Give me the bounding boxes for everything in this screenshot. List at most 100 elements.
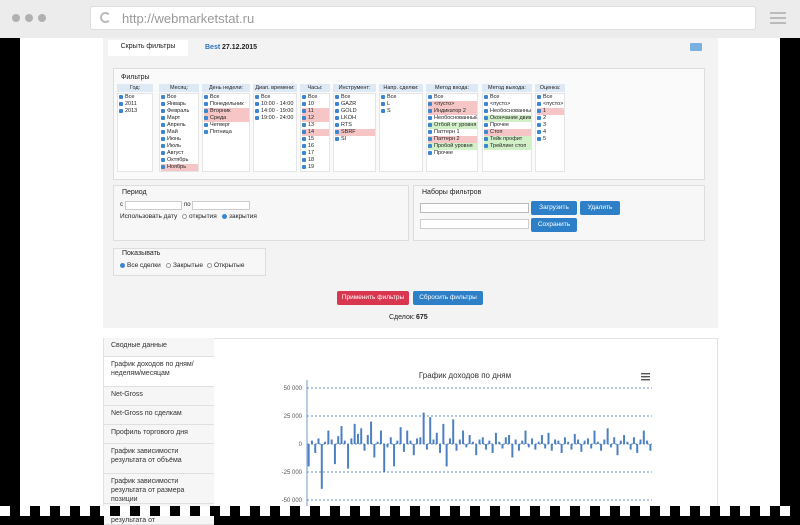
checkbox[interactable]	[335, 115, 339, 120]
menu-icon[interactable]	[770, 12, 786, 14]
checkbox[interactable]	[302, 108, 306, 113]
sets-select[interactable]	[420, 203, 529, 213]
hide-filters-tab[interactable]: Скрыть фильтры	[108, 40, 188, 56]
filter-item[interactable]: GOLD	[335, 108, 375, 115]
checkbox[interactable]	[302, 143, 306, 148]
filter-item[interactable]: Июль	[161, 143, 198, 150]
filter-item[interactable]: 16	[302, 143, 329, 150]
filter-item[interactable]: Все	[161, 94, 198, 101]
filter-item[interactable]: Окончание движения	[484, 115, 531, 122]
sidebar-item[interactable]: График доходов по дням/неделям/месяцам	[104, 357, 214, 387]
sidebar-item[interactable]: График зависимости результата от объёма	[104, 444, 214, 474]
filter-item[interactable]: 13	[302, 122, 329, 129]
radio[interactable]	[207, 262, 212, 268]
filter-item[interactable]: Все	[302, 94, 329, 101]
filter-item[interactable]: Август	[161, 150, 198, 157]
checkbox[interactable]	[161, 122, 165, 127]
filter-item[interactable]: Паттерн 1	[428, 129, 477, 136]
checkbox[interactable]	[335, 129, 339, 134]
closed-radio[interactable]: Закрытые	[166, 262, 203, 269]
filter-item[interactable]: Стоп	[484, 129, 531, 136]
checkbox[interactable]	[302, 122, 306, 127]
checkbox[interactable]	[302, 129, 306, 134]
checkbox[interactable]	[484, 94, 488, 99]
checkbox[interactable]	[537, 101, 541, 106]
checkbox[interactable]	[537, 122, 541, 127]
filter-item[interactable]: Пятница	[204, 129, 249, 136]
checkbox[interactable]	[335, 94, 339, 99]
filter-item[interactable]: Прочее	[428, 150, 477, 157]
filter-item[interactable]: Все	[204, 94, 249, 101]
filter-item[interactable]: Март	[161, 115, 198, 122]
checkbox[interactable]	[428, 94, 432, 99]
checkbox[interactable]	[302, 136, 306, 141]
checkbox[interactable]	[161, 115, 165, 120]
checkbox[interactable]	[302, 164, 306, 169]
checkbox[interactable]	[204, 108, 208, 113]
checkbox[interactable]	[428, 143, 432, 148]
checkbox[interactable]	[537, 136, 541, 141]
opened-radio[interactable]: Открытые	[207, 262, 244, 269]
address-bar[interactable]	[90, 6, 756, 30]
checkbox[interactable]	[204, 94, 208, 99]
filter-item[interactable]: Все	[484, 94, 531, 101]
filter-item[interactable]: Отбой от уровня	[428, 122, 477, 129]
apply-button[interactable]: Применить фильтры	[337, 291, 409, 305]
filter-item[interactable]: Октябрь	[161, 157, 198, 164]
filter-item[interactable]: Ноябрь	[161, 164, 198, 171]
checkbox[interactable]	[381, 101, 385, 106]
sidebar-item[interactable]: Сводные данные	[104, 338, 214, 357]
radio[interactable]	[120, 262, 125, 268]
checkbox[interactable]	[255, 101, 259, 106]
checkbox[interactable]	[428, 108, 432, 113]
filter-item[interactable]: 19:00 - 24:00	[255, 115, 296, 122]
filter-item[interactable]: 3	[537, 122, 564, 129]
filter-item[interactable]: SBRF	[335, 129, 375, 136]
range-button[interactable]: По месяцам	[474, 350, 511, 357]
radio[interactable]	[182, 213, 187, 219]
checkbox[interactable]	[335, 136, 339, 141]
checkbox[interactable]	[255, 94, 259, 99]
checkbox[interactable]	[484, 101, 488, 106]
range-button[interactable]: По дням	[376, 350, 402, 357]
filter-item[interactable]: 12	[302, 115, 329, 122]
delete-button[interactable]: Удалить	[580, 201, 620, 215]
filter-item[interactable]: 14:00 - 19:00	[255, 108, 296, 115]
checkbox[interactable]	[428, 129, 432, 134]
sidebar-item[interactable]: Net-Gross по сделкам	[104, 406, 214, 425]
filter-item[interactable]: 2011	[119, 101, 152, 108]
sidebar-item[interactable]: Net-Gross	[104, 387, 214, 406]
filter-item[interactable]: Необоснованный вход	[428, 115, 477, 122]
filter-item[interactable]: Тейк профит	[484, 136, 531, 143]
checkbox[interactable]	[302, 101, 306, 106]
filter-item[interactable]: L	[381, 101, 422, 108]
checkbox[interactable]	[302, 150, 306, 155]
checkbox[interactable]	[537, 94, 541, 99]
filter-item[interactable]: 2013	[119, 108, 152, 115]
checkbox[interactable]	[302, 157, 306, 162]
filter-item[interactable]: Апрель	[161, 122, 198, 129]
checkbox[interactable]	[161, 129, 165, 134]
checkbox[interactable]	[381, 94, 385, 99]
checkbox[interactable]	[537, 115, 541, 120]
filter-item[interactable]: 5	[537, 136, 564, 143]
filter-item[interactable]: 19	[302, 164, 329, 171]
checkbox[interactable]	[484, 136, 488, 141]
checkbox[interactable]	[428, 101, 432, 106]
filter-item[interactable]: <пусто>	[537, 101, 564, 108]
checkbox[interactable]	[537, 108, 541, 113]
set-name-input[interactable]	[420, 219, 529, 229]
checkbox[interactable]	[302, 115, 306, 120]
to-input[interactable]	[192, 201, 250, 210]
sidebar-item[interactable]: График зависимости результата от размера…	[104, 474, 214, 504]
filter-item[interactable]: 10:00 - 14:00	[255, 101, 296, 108]
checkbox[interactable]	[381, 108, 385, 113]
filter-item[interactable]: RTS	[335, 122, 375, 129]
checkbox[interactable]	[161, 157, 165, 162]
filter-item[interactable]: Июнь	[161, 136, 198, 143]
checkbox[interactable]	[204, 122, 208, 127]
checkbox[interactable]	[428, 150, 432, 155]
filter-item[interactable]: Трейлинг стоп	[484, 143, 531, 150]
filter-item[interactable]: S	[381, 108, 422, 115]
filter-item[interactable]: 18	[302, 157, 329, 164]
